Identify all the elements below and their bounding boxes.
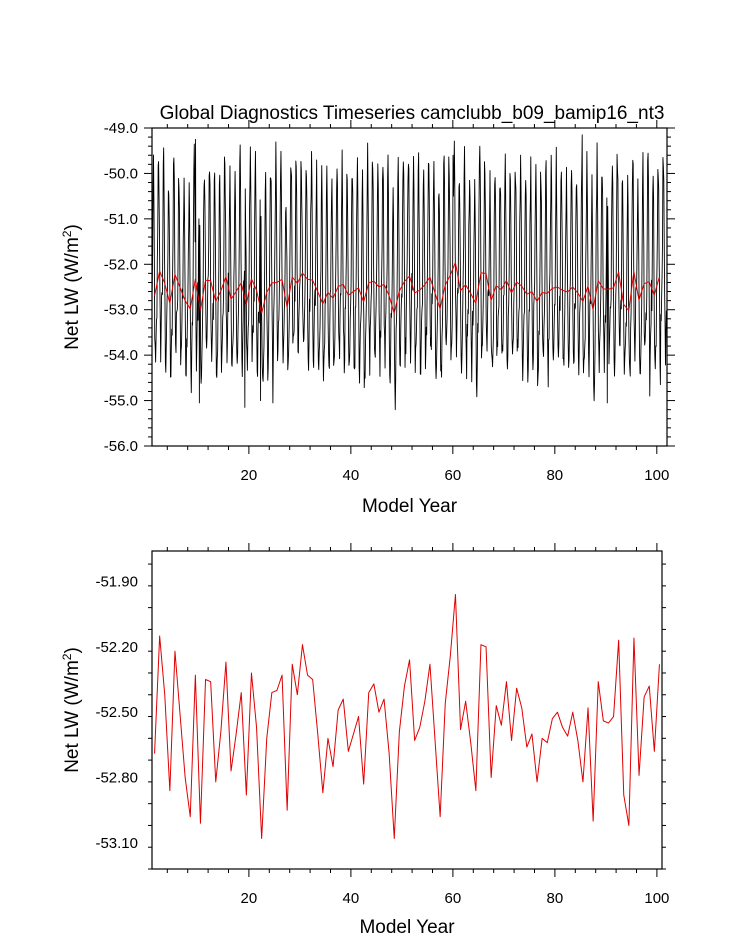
y-tick-label: -54.0: [104, 347, 138, 364]
series-line-annual-mean: [154, 594, 660, 840]
y-tick-label: -53.10: [95, 835, 138, 852]
x-tick-label: 20: [241, 467, 258, 484]
y-tick-label: -52.80: [95, 770, 138, 787]
x-tick-label: 80: [546, 467, 563, 484]
y-tick-label: -52.50: [95, 704, 138, 721]
y-tick-label: -55.0: [104, 393, 138, 410]
y-tick-label: -52.0: [104, 256, 138, 273]
y-tick-label: -52.20: [95, 639, 138, 656]
x-axis-label: Model Year: [359, 917, 455, 938]
plot-frame: [151, 127, 668, 447]
plot-area: [154, 594, 660, 840]
chart-panel-top: 20 40 60 80 100 -56.0 -55.0 -54.0 -53.0 -52.0 -51.…: [60, 120, 675, 517]
x-tick-label: 100: [644, 467, 669, 484]
y-tick-label: -50.0: [104, 165, 138, 182]
x-tick-label: 100: [644, 890, 669, 907]
x-tick-label: 60: [444, 467, 461, 484]
x-tick-label: 60: [445, 890, 462, 907]
y-tick-label: -56.0: [104, 438, 138, 455]
x-tick-label: 40: [343, 890, 360, 907]
y-axis-label: Net LW (W/m2): [60, 647, 83, 773]
figure-title: Global Diagnostics Timeseries camclubb_b…: [160, 103, 665, 124]
y-tick-label: -51.90: [95, 573, 138, 590]
y-tick-label: -51.0: [104, 211, 138, 228]
x-tick-label: 20: [241, 890, 258, 907]
plot-frame: [151, 550, 663, 870]
series-line-annual-mean: [154, 261, 660, 314]
chart-panel-bottom: 20 40 60 80 100 -53.10 -52.80 -52.50 -52.20 -51.9…: [60, 543, 669, 938]
y-tick-label: -53.0: [104, 302, 138, 319]
x-tick-label: 40: [343, 467, 360, 484]
y-axis-label: Net LW (W/m2): [60, 224, 83, 350]
x-axis-label: Model Year: [362, 496, 458, 517]
series-line-monthly: [152, 134, 667, 411]
x-tick-label: 80: [547, 890, 564, 907]
plot-area: [152, 134, 667, 411]
y-tick-label: -49.0: [104, 120, 138, 137]
